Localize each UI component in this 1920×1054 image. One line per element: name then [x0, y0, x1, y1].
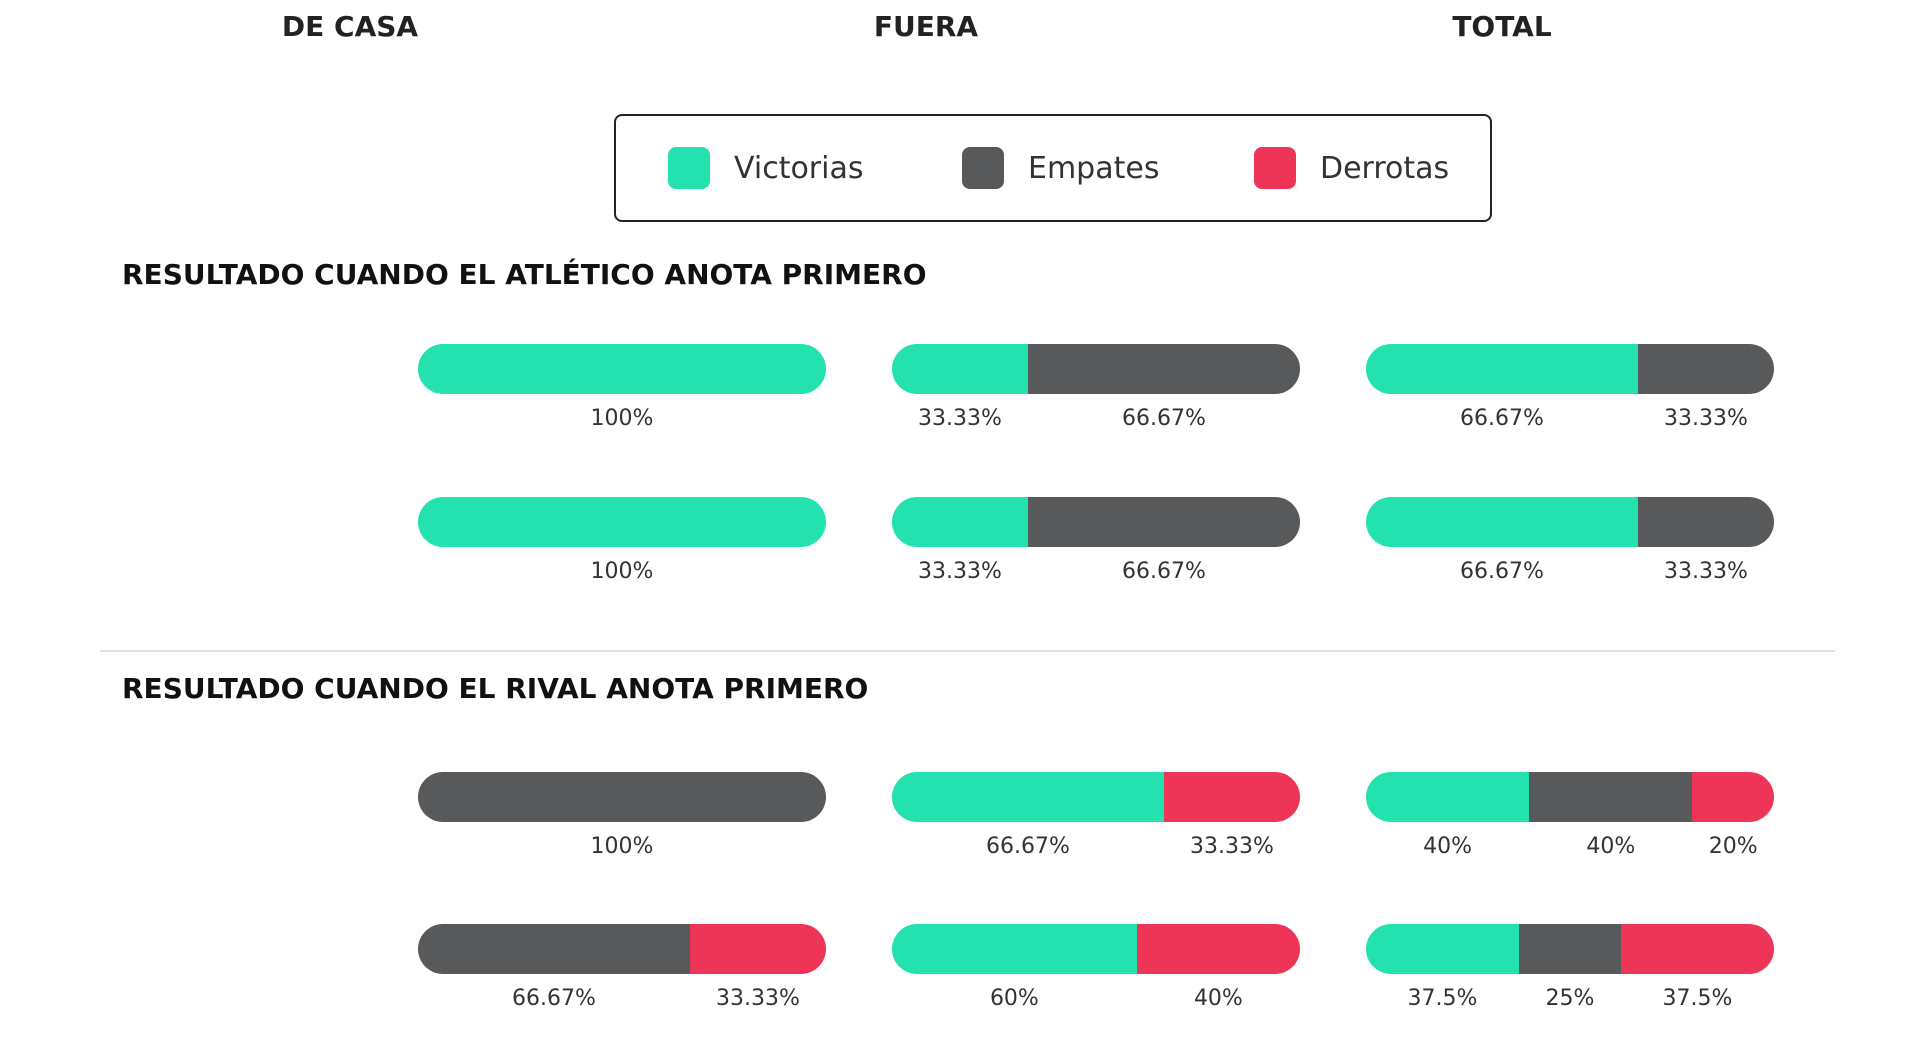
section-title-rival: RESULTADO CUANDO EL RIVAL ANOTA PRIMERO: [122, 672, 869, 705]
chart-legend: Victorias Empates Derrotas: [614, 114, 1492, 222]
bar-segment-empates: [418, 924, 690, 974]
section-title-atletico: RESULTADO CUANDO EL ATLÉTICO ANOTA PRIME…: [122, 258, 927, 291]
bar-value-label-victorias: 60%: [989, 986, 1039, 1011]
bar-segment-victorias: [892, 924, 1137, 974]
bar-segment-victorias: [892, 497, 1028, 547]
bar-value-label-empates: 25%: [1545, 986, 1595, 1011]
stacked-bar-s1-r1-total: [1366, 924, 1774, 974]
bar-value-label-victorias: 100%: [590, 559, 654, 584]
bar-value-label-victorias: 40%: [1423, 834, 1473, 859]
bar-segment-empates: [1027, 344, 1300, 394]
bar-segment-victorias: [418, 344, 826, 394]
bar-segment-victorias: [1366, 924, 1519, 974]
bar-value-label-victorias: 66.67%: [1460, 406, 1544, 431]
stacked-bar-s1-r1-fuera: [892, 924, 1300, 974]
stacked-bar-s1-r0-total: [1366, 772, 1774, 822]
bar-segment-victorias: [418, 497, 826, 547]
stacked-bar-s0-r1-total: [1366, 497, 1774, 547]
bar-value-label-empates: 33.33%: [1664, 559, 1748, 584]
stacked-bar-s0-r0-de-casa: [418, 344, 826, 394]
legend-swatch-derrotas: [1254, 147, 1296, 189]
bar-value-label-derrotas: 33.33%: [716, 986, 800, 1011]
stacked-bar-s0-r1-fuera: [892, 497, 1300, 547]
column-header-fuera: FUERA: [873, 10, 979, 43]
bar-value-label-derrotas: 37.5%: [1662, 986, 1733, 1011]
bar-value-label-empates: 66.67%: [1122, 559, 1206, 584]
bar-segment-victorias: [1366, 344, 1638, 394]
bar-value-label-victorias: 66.67%: [986, 834, 1070, 859]
bar-segment-empates: [1027, 497, 1300, 547]
bar-segment-derrotas: [1692, 772, 1774, 822]
bar-segment-victorias: [1366, 497, 1638, 547]
legend-swatch-victorias: [668, 147, 710, 189]
bar-segment-empates: [418, 772, 826, 822]
bar-segment-victorias: [1366, 772, 1530, 822]
bar-value-label-victorias: 100%: [590, 406, 654, 431]
legend-item-derrotas: Derrotas: [1254, 116, 1449, 220]
column-header-de-casa: DE CASA: [281, 10, 419, 43]
bar-segment-empates: [1519, 924, 1621, 974]
bar-value-label-victorias: 66.67%: [1460, 559, 1544, 584]
stacked-bar-s0-r0-fuera: [892, 344, 1300, 394]
legend-label-victorias: Victorias: [734, 150, 864, 186]
stacked-bar-s1-r0-de-casa: [418, 772, 826, 822]
bar-segment-derrotas: [1621, 924, 1774, 974]
bar-segment-derrotas: [1136, 924, 1300, 974]
bar-segment-victorias: [892, 772, 1164, 822]
bar-value-label-empates: 40%: [1586, 834, 1636, 859]
bar-value-label-empates: 66.67%: [1122, 406, 1206, 431]
bar-segment-empates: [1638, 497, 1774, 547]
bar-value-label-empates: 100%: [590, 834, 654, 859]
bar-value-label-derrotas: 40%: [1193, 986, 1243, 1011]
bar-value-label-victorias: 37.5%: [1407, 986, 1478, 1011]
legend-swatch-empates: [962, 147, 1004, 189]
stacked-bar-s0-r0-total: [1366, 344, 1774, 394]
bar-value-label-empates: 33.33%: [1664, 406, 1748, 431]
legend-label-empates: Empates: [1028, 150, 1160, 186]
bar-value-label-victorias: 33.33%: [918, 406, 1002, 431]
bar-segment-derrotas: [690, 924, 826, 974]
legend-label-derrotas: Derrotas: [1320, 150, 1450, 186]
stacked-bar-s0-r1-de-casa: [418, 497, 826, 547]
legend-item-empates: Empates: [962, 116, 1159, 220]
bar-value-label-derrotas: 20%: [1708, 834, 1758, 859]
bar-value-label-derrotas: 33.33%: [1190, 834, 1274, 859]
legend-item-victorias: Victorias: [668, 116, 864, 220]
column-header-total: TOTAL: [1452, 10, 1552, 43]
bar-segment-empates: [1638, 344, 1774, 394]
stacked-bar-s1-r0-fuera: [892, 772, 1300, 822]
stacked-bar-s1-r1-de-casa: [418, 924, 826, 974]
bar-value-label-empates: 66.67%: [512, 986, 596, 1011]
bar-segment-victorias: [892, 344, 1028, 394]
bar-segment-derrotas: [1164, 772, 1300, 822]
section-divider: [100, 650, 1835, 652]
bar-value-label-victorias: 33.33%: [918, 559, 1002, 584]
bar-segment-empates: [1529, 772, 1693, 822]
